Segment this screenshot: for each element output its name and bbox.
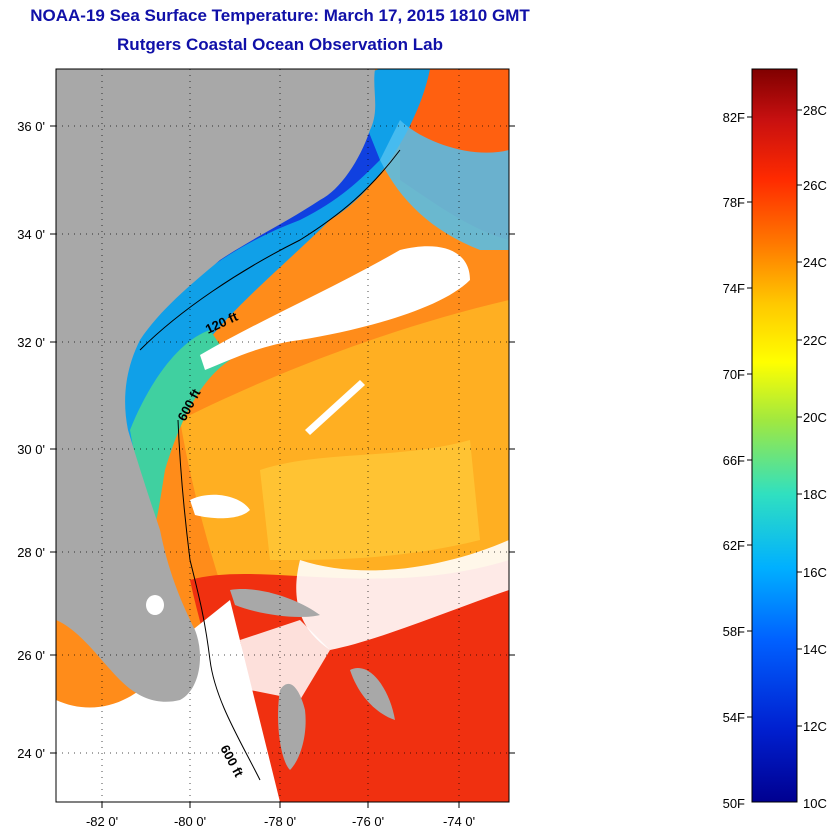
lat-label: 32 0' [17, 335, 45, 350]
colorbar-c-label: 26C [803, 178, 827, 193]
colorbar-f-label: 74F [723, 281, 745, 296]
colorbar-f-label: 70F [723, 367, 745, 382]
colorbar-c-label: 16C [803, 565, 827, 580]
lat-label: 24 0' [17, 746, 45, 761]
land-mass [56, 69, 376, 702]
lat-label: 30 0' [17, 442, 45, 457]
map-frame [55, 68, 510, 803]
colorbar-f-label: 66F [723, 453, 745, 468]
bahamas-island [278, 683, 306, 770]
colorbar-f-label: 54F [723, 710, 745, 725]
temperature-colorbar [751, 68, 798, 803]
lat-label: 26 0' [17, 648, 45, 663]
colorbar-c-label: 22C [803, 333, 827, 348]
colorbar-f-label: 50F [723, 796, 745, 811]
colorbar-c-label: 28C [803, 103, 827, 118]
southern-warm-water [190, 560, 509, 802]
lat-label: 36 0' [17, 119, 45, 134]
lon-label: -80 0' [174, 814, 206, 829]
lat-label: 34 0' [17, 227, 45, 242]
colorbar-c-label: 14C [803, 642, 827, 657]
map-subtitle: Rutgers Coastal Ocean Observation Lab [117, 35, 443, 54]
lon-label: -74 0' [443, 814, 475, 829]
colorbar-f-label: 62F [723, 538, 745, 553]
colorbar-c-label: 10C [803, 796, 827, 811]
cloud-patch [200, 246, 470, 370]
colorbar-c-label: 18C [803, 487, 827, 502]
colorbar-f-label: 78F [723, 195, 745, 210]
lon-label: -76 0' [352, 814, 384, 829]
colorbar-c-label: 12C [803, 719, 827, 734]
lon-label: -82 0' [86, 814, 118, 829]
lon-label: -78 0' [264, 814, 296, 829]
map-title: NOAA-19 Sea Surface Temperature: March 1… [30, 6, 530, 25]
colorbar-c-label: 20C [803, 410, 827, 425]
lat-label: 28 0' [17, 545, 45, 560]
colorbar-f-label: 58F [723, 624, 745, 639]
colorbar-c-label: 24C [803, 255, 827, 270]
colorbar-f-label: 82F [723, 110, 745, 125]
